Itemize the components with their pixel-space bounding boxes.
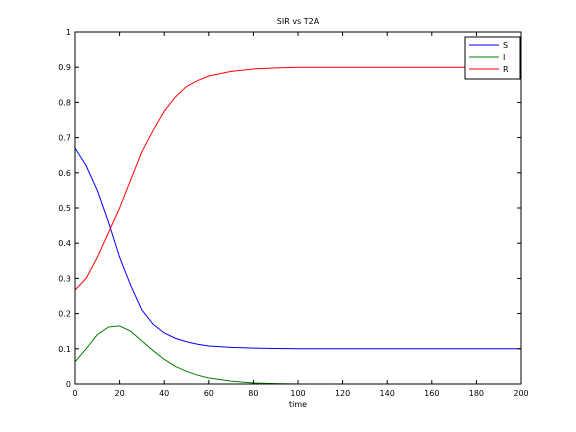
legend: SIR <box>464 36 521 80</box>
y-tick-label: 0.3 <box>58 274 71 283</box>
series-line-s <box>74 147 521 350</box>
legend-label-r: R <box>503 65 509 74</box>
y-tick-label: 0.7 <box>58 134 71 143</box>
y-tick-label: 0.1 <box>58 345 71 354</box>
legend-label-s: S <box>503 41 508 50</box>
y-tick-label: 0.5 <box>58 204 71 213</box>
plot-area <box>75 32 521 384</box>
x-tick-label: 180 <box>469 389 484 398</box>
series-line-r <box>74 66 521 291</box>
y-tick-label: 1 <box>66 28 71 37</box>
y-tick-label: 0.6 <box>58 169 71 178</box>
tick-layer: 0 20 40 60 80 100 120 140 160 180 200 0 0.1 0.2 0.3 0.4… <box>58 28 528 398</box>
x-tick-label: 200 <box>513 389 528 398</box>
y-tick-label: 0.8 <box>58 98 71 107</box>
x-axis-label: time <box>289 400 307 409</box>
x-tick-label: 80 <box>248 389 258 398</box>
x-tick-label: 60 <box>204 389 214 398</box>
y-tick-label: 0.2 <box>58 310 71 319</box>
x-tick-label: 100 <box>290 389 305 398</box>
x-tick-label: 140 <box>380 389 395 398</box>
x-tick-label: 160 <box>424 389 439 398</box>
y-tick-label: 0.4 <box>58 239 71 248</box>
legend-box <box>464 36 521 80</box>
y-tick-label: 0 <box>66 380 71 389</box>
chart-title: SIR vs T2A <box>277 17 320 26</box>
y-tick-label: 0.9 <box>58 63 71 72</box>
x-tick-label: 40 <box>159 389 169 398</box>
x-tick-label: 0 <box>72 389 77 398</box>
legend-label-i: I <box>503 53 505 62</box>
x-tick-label: 20 <box>115 389 125 398</box>
x-tick-label: 120 <box>335 389 350 398</box>
